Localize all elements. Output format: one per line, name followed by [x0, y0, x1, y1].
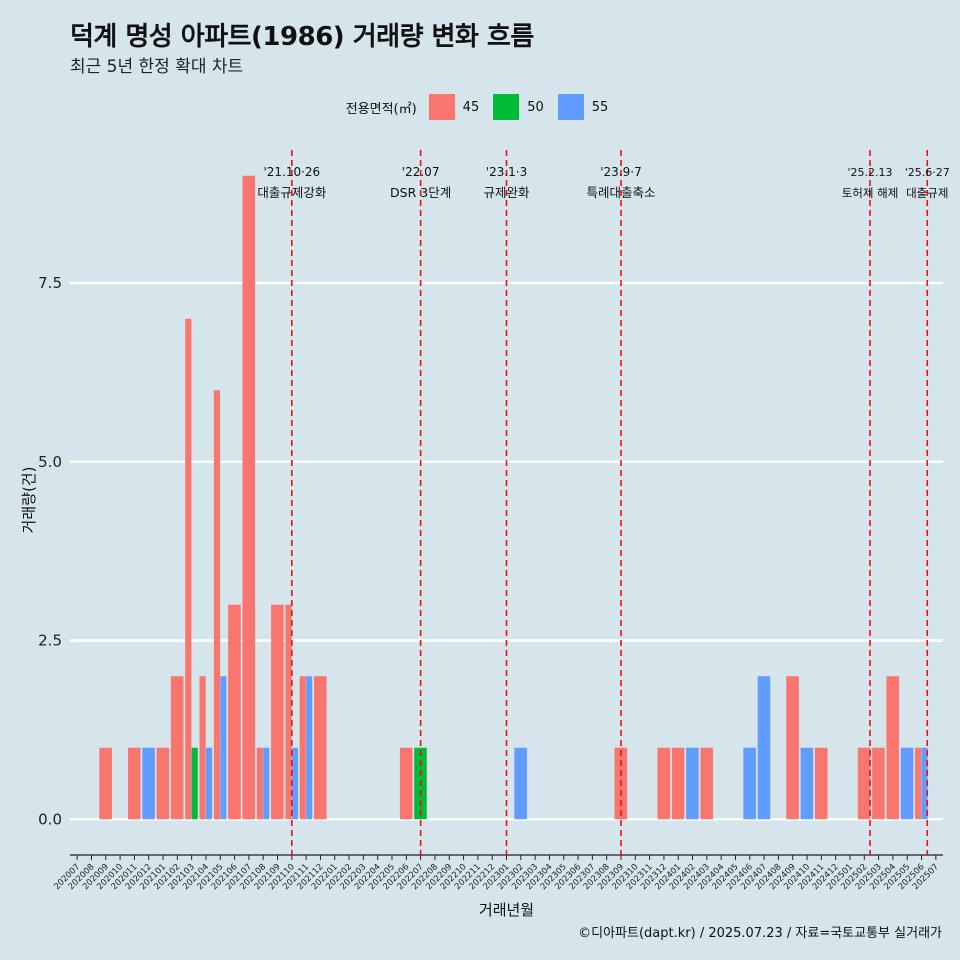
- policy-text-label: 토허제 해제: [842, 186, 899, 200]
- bar-45-202109: [271, 604, 284, 820]
- y-tick-label: 0.0: [38, 810, 62, 828]
- bar-55-202108: [263, 747, 270, 820]
- bar-45-202411: [814, 747, 828, 820]
- bar-55-202506: [921, 747, 928, 820]
- legend-swatch-45: [428, 94, 455, 120]
- policy-text-label: 대출규제: [906, 186, 948, 200]
- policy-text-label: DSR 3단계: [390, 185, 451, 200]
- bar-45-202112: [314, 676, 327, 820]
- legend-item-50: 50: [493, 94, 544, 120]
- y-tick-label: 5.0: [38, 453, 62, 471]
- bar-45-202011: [127, 747, 141, 820]
- policy-text-label: 대출규제강화: [257, 185, 327, 200]
- bar-55-202012: [142, 747, 155, 820]
- bar-45-202106: [228, 604, 241, 820]
- legend: 전용면적(㎡) 45 50 55: [0, 92, 960, 122]
- bar-55-202110: [291, 747, 298, 820]
- bar-45-202107: [242, 175, 256, 820]
- caption: ©디아파트(dapt.kr) / 2025.07.23 / 자료=국토교통부 실…: [578, 926, 942, 941]
- chart-title: 덕계 명성 아파트(1986) 거래량 변화 흐름: [70, 22, 534, 52]
- bar-45-202111: [299, 676, 306, 820]
- policy-date-label: '25.6·27: [905, 166, 950, 179]
- bar-45-202409: [786, 676, 799, 820]
- bar-50-202103: [191, 747, 198, 820]
- chart-subtitle: 최근 5년 한정 확대 차트: [70, 57, 244, 77]
- bar-45-202102: [170, 676, 184, 820]
- y-tick-label: 2.5: [38, 632, 62, 650]
- legend-swatch-50: [493, 94, 520, 120]
- bar-55-202410: [800, 747, 814, 820]
- bar-45-202504: [886, 676, 900, 820]
- bar-55-202407: [757, 676, 771, 820]
- bar-55-202105: [220, 676, 227, 820]
- bar-55-202104: [205, 747, 213, 820]
- bar-55-202111: [306, 676, 313, 820]
- bar-45-202502: [857, 747, 871, 820]
- legend-label-50: 50: [527, 99, 544, 115]
- bar-45-202503: [872, 747, 885, 820]
- policy-date-label: '23.1·3: [486, 165, 527, 179]
- legend-item-45: 45: [428, 94, 480, 120]
- bar-45-202401: [671, 747, 685, 820]
- bar-45-202105: [213, 390, 220, 820]
- policy-date-label: '21.10·26: [263, 165, 320, 179]
- bar-45-202312: [657, 747, 671, 820]
- bar-45-202506: [915, 747, 922, 820]
- policy-text-label: 특례대출축소: [586, 185, 655, 200]
- bar-55-202402: [686, 747, 699, 820]
- bar-55-202302: [514, 747, 527, 820]
- bar-55-202505: [900, 747, 914, 820]
- bar-45-202206: [399, 747, 413, 820]
- legend-label-55: 55: [591, 99, 609, 115]
- bar-55-202406: [743, 747, 756, 820]
- legend-label-45: 45: [462, 99, 480, 115]
- bar-45-202101: [156, 747, 170, 820]
- bar-45-202009: [99, 747, 112, 820]
- legend-title: 전용면적(㎡): [345, 101, 417, 117]
- policy-date-label: '23.9·7: [600, 165, 641, 179]
- bar-45-202108: [256, 747, 263, 820]
- x-axis-title: 거래년월: [479, 901, 534, 919]
- legend-swatch-55: [557, 94, 584, 120]
- policy-date-label: '25.2.13: [848, 166, 893, 179]
- bar-45-202104: [199, 676, 206, 820]
- bar-45-202110: [285, 604, 292, 820]
- y-tick-label: 7.5: [38, 274, 62, 292]
- legend-item-55: 55: [557, 94, 609, 120]
- policy-text-label: 규제완화: [483, 185, 530, 200]
- bar-45-202103: [185, 318, 192, 820]
- y-axis-title: 거래량(건): [20, 467, 38, 534]
- bar-45-202403: [700, 747, 714, 820]
- policy-date-label: '22.07: [402, 165, 440, 179]
